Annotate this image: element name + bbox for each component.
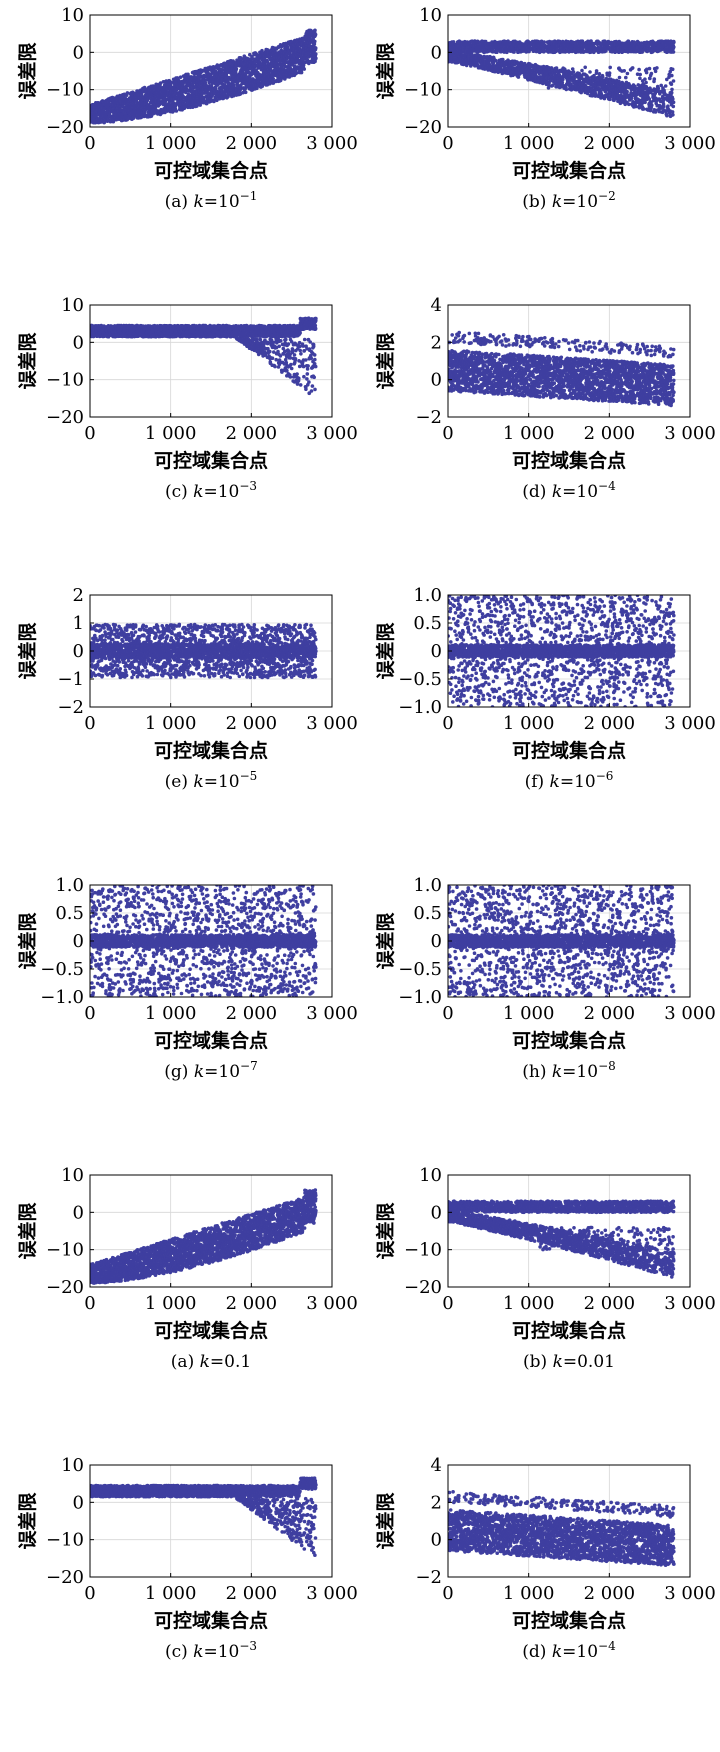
x-axis-label: 可控域集合点 <box>154 159 268 182</box>
scatter-point <box>213 69 218 73</box>
scatter-point <box>254 68 258 72</box>
scatter-point <box>597 72 602 76</box>
scatter-point <box>255 86 259 91</box>
scatter-point <box>600 75 605 79</box>
scatter-point <box>302 67 307 71</box>
x-tick-label: 0 <box>84 133 95 154</box>
scatter-point <box>198 103 202 107</box>
scatter-point <box>145 98 150 102</box>
scatter-series <box>448 39 676 119</box>
scatter-point <box>314 52 318 56</box>
scatter-point <box>234 67 239 71</box>
scatter-point <box>289 39 294 44</box>
scatter-point <box>607 71 612 75</box>
scatter-point <box>253 60 257 65</box>
scatter-point <box>125 91 130 95</box>
scatter-point <box>158 81 163 85</box>
scatter-point <box>178 75 183 79</box>
caption-k: k <box>193 192 203 212</box>
y-axis-label: 误差限 <box>16 42 39 99</box>
caption-value: =10 <box>204 192 240 212</box>
scatter-point <box>204 101 209 106</box>
caption-label: (a) <box>165 192 194 212</box>
scatter-point <box>212 99 216 104</box>
scatter-point <box>299 70 304 75</box>
scatter-point <box>571 70 576 74</box>
scatter-point <box>226 94 230 99</box>
scatter-point <box>451 40 456 44</box>
scatter-point <box>618 101 623 106</box>
scatter-point <box>106 117 110 122</box>
caption-exponent: −1 <box>240 189 258 203</box>
scatter-point <box>313 39 317 44</box>
scatter-point <box>286 45 290 50</box>
y-tick-label: −10 <box>46 80 84 101</box>
scatter-point <box>583 65 587 70</box>
scatter-point <box>203 66 207 71</box>
scatter-point <box>588 70 592 74</box>
y-tick-label: −20 <box>46 117 84 138</box>
scatter-point <box>314 56 318 61</box>
scatter-point <box>564 87 569 92</box>
scatter-point <box>608 65 612 70</box>
scatter-point <box>294 71 299 75</box>
scatter-point <box>213 86 218 90</box>
scatter-point <box>594 69 599 73</box>
scatter-point <box>243 90 248 95</box>
x-tick-label: 1 000 <box>145 133 197 154</box>
plot-frame <box>89 14 333 128</box>
scatter-point <box>516 75 521 79</box>
y-tick-label: 0 <box>73 42 84 63</box>
scatter-point <box>313 28 317 33</box>
scatter-point <box>118 93 122 98</box>
scatter-point <box>313 32 318 37</box>
scatter-point <box>493 58 498 63</box>
subplot-caption: (a) k=10−1 <box>165 189 258 212</box>
scatter-point <box>542 40 546 44</box>
scatter-point <box>309 30 314 34</box>
y-tick-label: 10 <box>61 5 84 26</box>
scatter-point <box>313 46 318 50</box>
scatter-point <box>617 75 622 80</box>
scatter-point <box>186 72 190 77</box>
scatter-point <box>220 68 224 72</box>
scatter-point <box>215 98 219 103</box>
x-tick-label: 3 000 <box>306 133 358 154</box>
scatter-point <box>174 109 179 113</box>
x-tick-label: 2 000 <box>226 133 278 154</box>
scatter-series <box>90 28 318 125</box>
chart-p1: 0 1 000 2 000 3 000 −20 −10 0 10 可控域集合点 误差限 (a) k=… <box>16 5 358 212</box>
scatter-point <box>200 92 204 97</box>
scatter-point <box>301 63 306 67</box>
scatter-point <box>580 68 584 73</box>
